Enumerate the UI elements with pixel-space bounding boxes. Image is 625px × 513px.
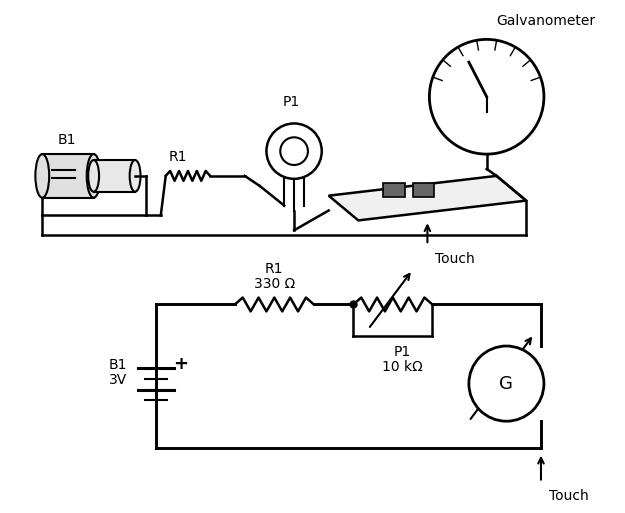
- Circle shape: [280, 137, 308, 165]
- Circle shape: [429, 40, 544, 154]
- Text: P1: P1: [282, 95, 299, 109]
- Circle shape: [266, 124, 322, 179]
- Text: G: G: [499, 374, 513, 392]
- Text: Galvanometer: Galvanometer: [496, 13, 596, 28]
- Text: 3V: 3V: [109, 372, 128, 387]
- Text: Touch: Touch: [435, 252, 475, 266]
- Text: 10 kΩ: 10 kΩ: [382, 360, 423, 374]
- Text: +: +: [173, 355, 188, 373]
- Polygon shape: [329, 176, 526, 221]
- Circle shape: [469, 346, 544, 421]
- Text: Touch: Touch: [549, 489, 589, 503]
- Text: 330 Ω: 330 Ω: [254, 277, 295, 291]
- Ellipse shape: [36, 154, 49, 198]
- Text: B1: B1: [109, 358, 128, 372]
- Bar: [383, 183, 405, 196]
- Bar: [94, 160, 135, 192]
- Text: R1: R1: [169, 150, 187, 164]
- Bar: [412, 183, 434, 196]
- Text: B1: B1: [58, 133, 76, 147]
- Text: R1: R1: [265, 262, 284, 276]
- Ellipse shape: [88, 160, 99, 192]
- Ellipse shape: [129, 160, 141, 192]
- Ellipse shape: [87, 154, 101, 198]
- Text: P1: P1: [394, 345, 411, 359]
- Bar: [42, 154, 94, 198]
